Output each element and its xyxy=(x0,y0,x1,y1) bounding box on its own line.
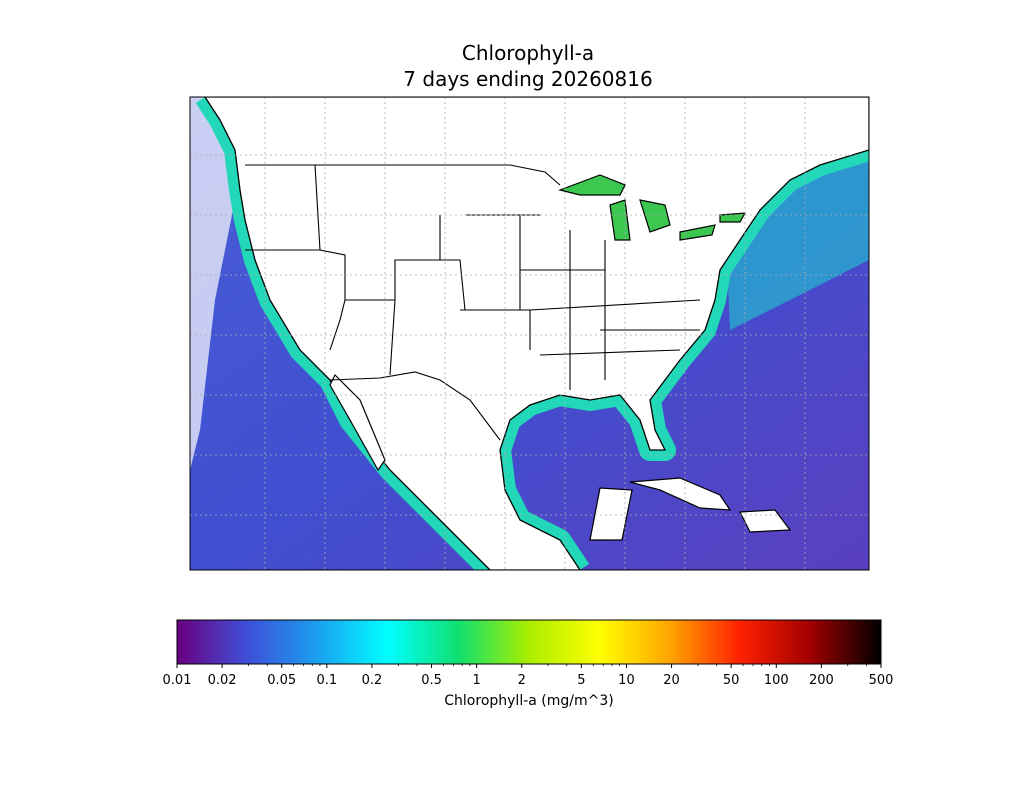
colorbar-tick-label: 10 xyxy=(618,673,635,688)
colorbar-tick-label: 0.5 xyxy=(421,673,442,688)
graticule xyxy=(190,97,869,570)
subtitle: 7 days ending 20260816 xyxy=(403,67,652,91)
cuba xyxy=(629,477,732,511)
colorbar-tick-label: 1 xyxy=(472,673,480,688)
colorbar-tick-label: 2 xyxy=(518,673,526,688)
hispaniola xyxy=(739,509,792,533)
great-lakes xyxy=(557,174,747,241)
colorbar-tick-label: 5 xyxy=(577,673,585,688)
colorbar-tick-label: 100 xyxy=(764,673,789,688)
colorbar-ramp xyxy=(176,619,882,665)
colorbar-tick-label: 200 xyxy=(809,673,834,688)
borders xyxy=(245,164,701,441)
title: Chlorophyll-a xyxy=(462,41,594,65)
baja xyxy=(329,373,386,472)
colorbar-tick-label: 50 xyxy=(723,673,740,688)
colorbar-tick-label: 0.1 xyxy=(316,673,337,688)
colorbar-tick-label: 0.2 xyxy=(362,673,383,688)
colorbar-label: Chlorophyll-a (mg/m^3) xyxy=(444,693,613,709)
colorbar-tick-label: 20 xyxy=(663,673,680,688)
yucatan xyxy=(589,487,633,541)
cloud-gap xyxy=(190,97,240,470)
colorbar-tick-label: 0.02 xyxy=(208,673,237,688)
map-frame xyxy=(189,96,870,571)
colorbar-tick-label: 0.01 xyxy=(163,673,192,688)
colorbar: 0.01 0.02 0.05 0.1 0.2 0.5 1 2 5 10 20 50 100 200 500 xyxy=(163,619,894,688)
colorbar-tick-label: 0.05 xyxy=(267,673,296,688)
map xyxy=(190,97,869,570)
colorbar-tick-label: 500 xyxy=(869,673,894,688)
